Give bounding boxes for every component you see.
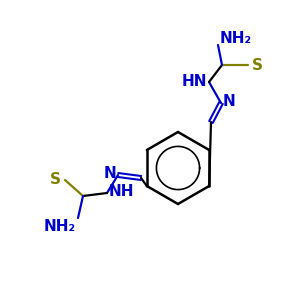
Text: N: N <box>103 167 116 182</box>
Text: N: N <box>223 94 236 110</box>
Text: NH₂: NH₂ <box>44 219 76 234</box>
Text: S: S <box>252 58 263 73</box>
Text: HN: HN <box>182 74 207 88</box>
Text: NH₂: NH₂ <box>220 31 252 46</box>
Text: S: S <box>50 172 61 188</box>
Text: NH: NH <box>109 184 134 200</box>
